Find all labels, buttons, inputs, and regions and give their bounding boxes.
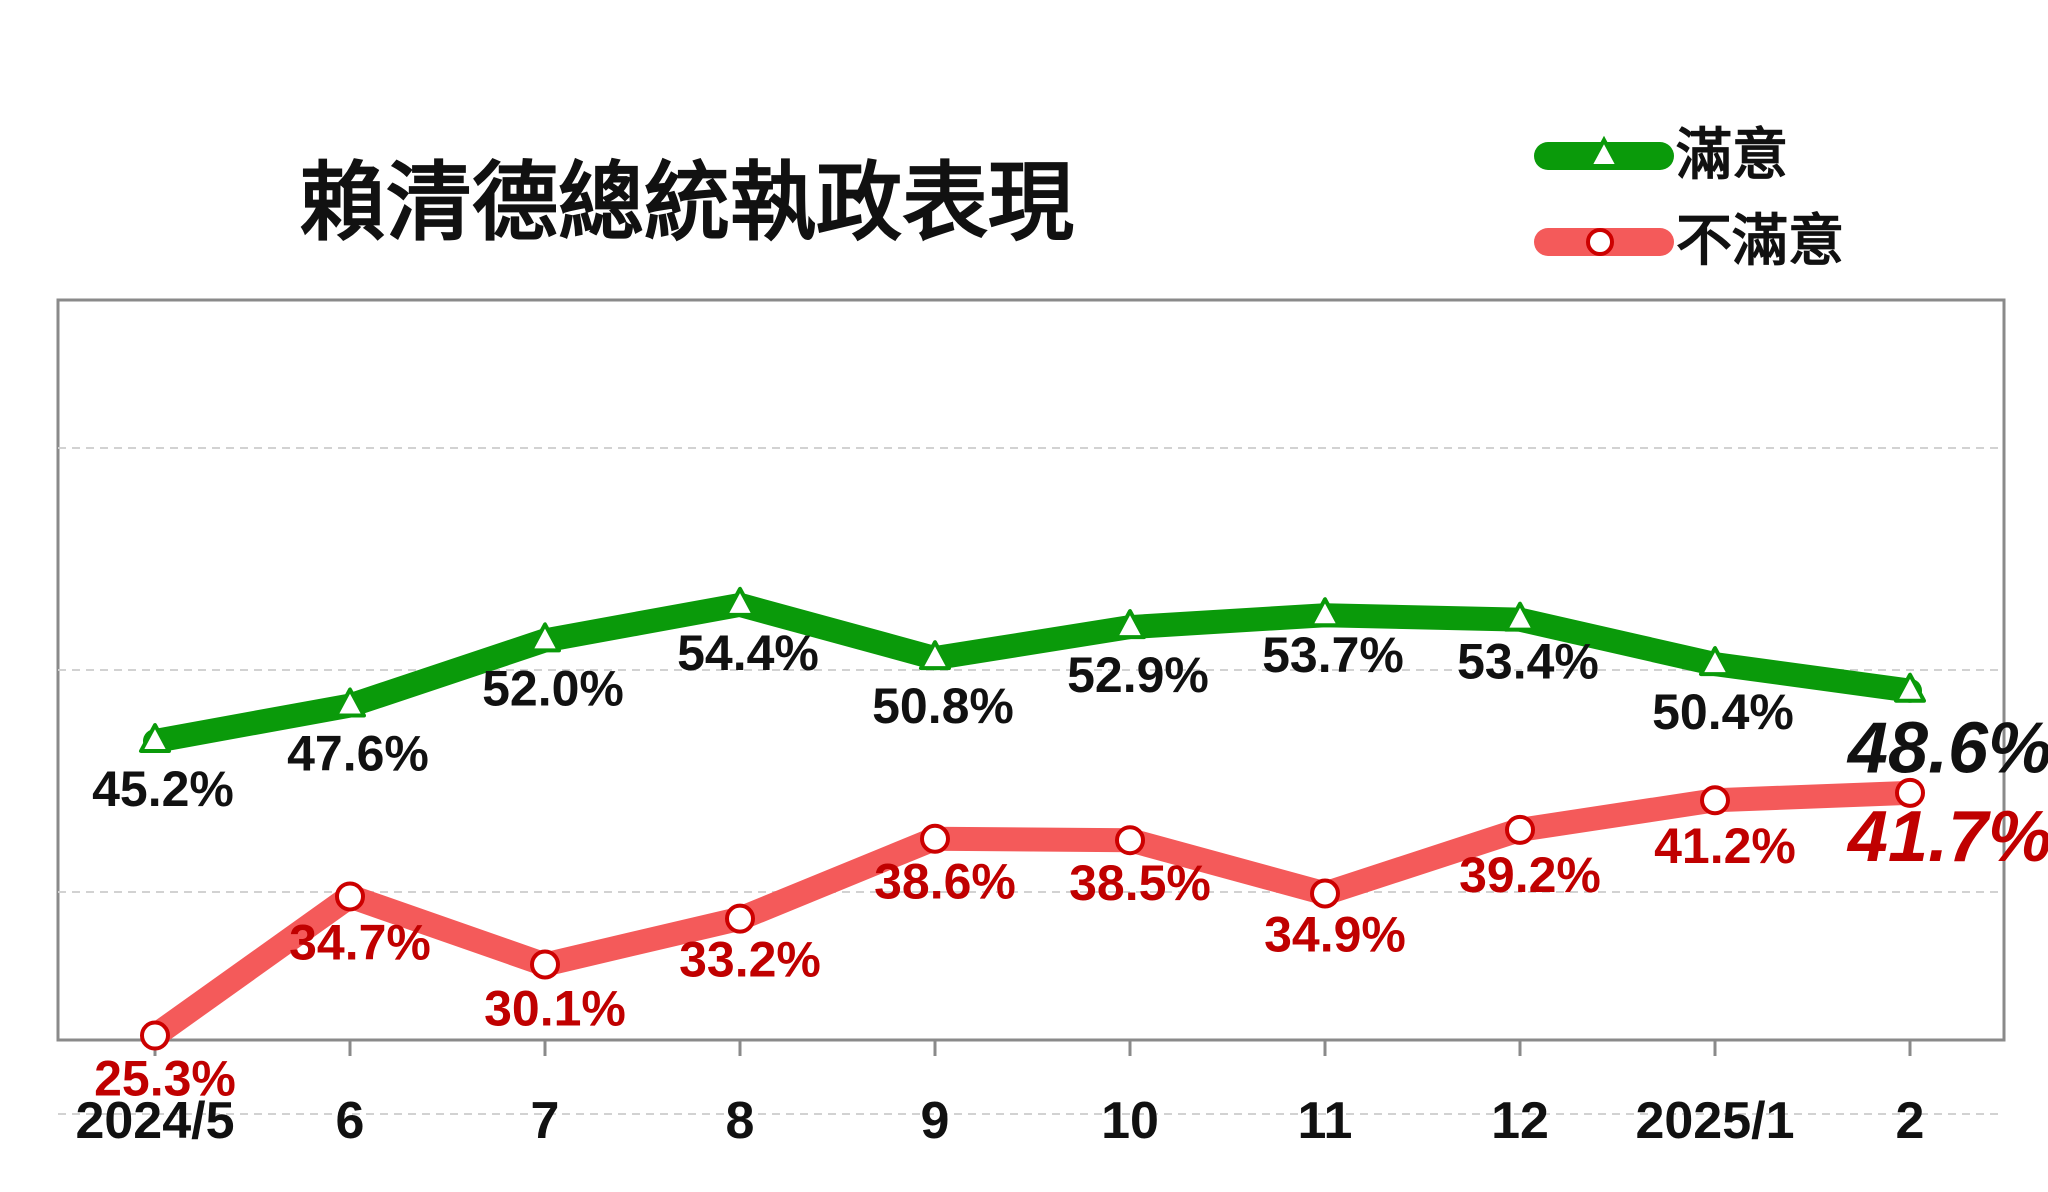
dissatisfied-point bbox=[920, 823, 950, 854]
dissatisfied-data-label: 33.2% bbox=[679, 932, 821, 988]
x-tick-label: 12 bbox=[1491, 1092, 1549, 1150]
dissatisfied-data-label: 38.6% bbox=[874, 854, 1016, 910]
dissatisfied-data-label: 30.1% bbox=[484, 981, 626, 1037]
satisfied-point bbox=[1114, 609, 1146, 640]
legend-item-satisfied: 滿意 bbox=[1534, 122, 1788, 188]
legend-label-satisfied: 滿意 bbox=[1676, 122, 1788, 188]
x-tick-label: 6 bbox=[336, 1092, 365, 1150]
legend-circle-icon bbox=[1586, 228, 1614, 256]
chart-title: 賴清德總統執政表現 bbox=[300, 153, 1074, 253]
x-tick-label: 9 bbox=[921, 1092, 950, 1150]
dissatisfied-point bbox=[1115, 825, 1145, 856]
dissatisfied-data-label: 25.3% bbox=[94, 1051, 236, 1107]
satisfied-data-label: 53.4% bbox=[1457, 634, 1599, 690]
satisfied-point bbox=[1699, 646, 1731, 677]
satisfied-data-label: 50.8% bbox=[872, 678, 1014, 734]
satisfied-data-label: 47.6% bbox=[287, 726, 429, 782]
series-layer: 45.2% 47.6% 52.0% 54.4% 50.8% 52.9% 53.7% 53.4%… bbox=[92, 586, 2048, 1107]
x-tick-label: 2024/5 bbox=[75, 1092, 234, 1150]
satisfied-point bbox=[139, 723, 171, 754]
dissatisfied-point bbox=[1895, 777, 1925, 808]
legend: 滿意 不滿意 bbox=[1534, 122, 1844, 274]
dissatisfied-point bbox=[1700, 785, 1730, 816]
dissatisfied-data-label: 34.7% bbox=[289, 914, 431, 970]
x-tick-label: 2 bbox=[1896, 1092, 1925, 1150]
satisfied-point bbox=[529, 622, 561, 653]
satisfied-data-label: 48.6% bbox=[1846, 709, 2048, 789]
x-tick-label: 10 bbox=[1101, 1092, 1159, 1150]
satisfied-point bbox=[1894, 672, 1926, 703]
satisfied-data-label: 45.2% bbox=[92, 761, 234, 817]
x-axis: 2024/5 6 7 8 9 10 11 12 2025/1 2 bbox=[75, 1040, 1924, 1150]
legend-triangle-icon bbox=[1586, 135, 1622, 168]
dissatisfied-data-label: 38.5% bbox=[1069, 855, 1211, 911]
series-line-dissatisfied bbox=[143, 780, 1922, 1048]
legend-label-dissatisfied: 不滿意 bbox=[1676, 208, 1844, 274]
dissatisfied-point bbox=[1505, 814, 1535, 845]
x-tick-label: 8 bbox=[726, 1092, 755, 1150]
satisfied-data-label: 54.4% bbox=[677, 625, 819, 681]
satisfied-point bbox=[919, 640, 951, 671]
dissatisfied-data-label: 34.9% bbox=[1264, 906, 1406, 962]
satisfied-point bbox=[334, 687, 366, 718]
satisfied-data-label: 52.0% bbox=[482, 660, 624, 716]
satisfied-data-label: 52.9% bbox=[1067, 647, 1209, 703]
satisfied-data-label: 50.4% bbox=[1652, 684, 1794, 740]
dissatisfied-data-label: 41.7% bbox=[1846, 797, 2048, 877]
gridlines bbox=[58, 447, 2004, 1115]
dissatisfied-data-label: 39.2% bbox=[1459, 847, 1601, 903]
x-tick-label: 2025/1 bbox=[1635, 1092, 1794, 1150]
dissatisfied-point bbox=[335, 881, 365, 912]
dissatisfied-point bbox=[725, 903, 755, 934]
x-tick-label: 11 bbox=[1298, 1092, 1353, 1150]
satisfied-point bbox=[1309, 597, 1341, 628]
series-line-satisfied bbox=[143, 592, 1922, 754]
dissatisfied-point bbox=[530, 949, 560, 980]
satisfied-point bbox=[724, 586, 756, 617]
dissatisfied-point bbox=[1310, 878, 1340, 909]
legend-item-dissatisfied: 不滿意 bbox=[1534, 208, 1844, 274]
dissatisfied-point bbox=[140, 1020, 170, 1051]
satisfied-point bbox=[1504, 601, 1536, 632]
dissatisfied-data-label: 41.2% bbox=[1654, 818, 1796, 874]
x-tick-label: 7 bbox=[531, 1092, 560, 1150]
satisfied-data-label: 53.7% bbox=[1262, 627, 1404, 683]
